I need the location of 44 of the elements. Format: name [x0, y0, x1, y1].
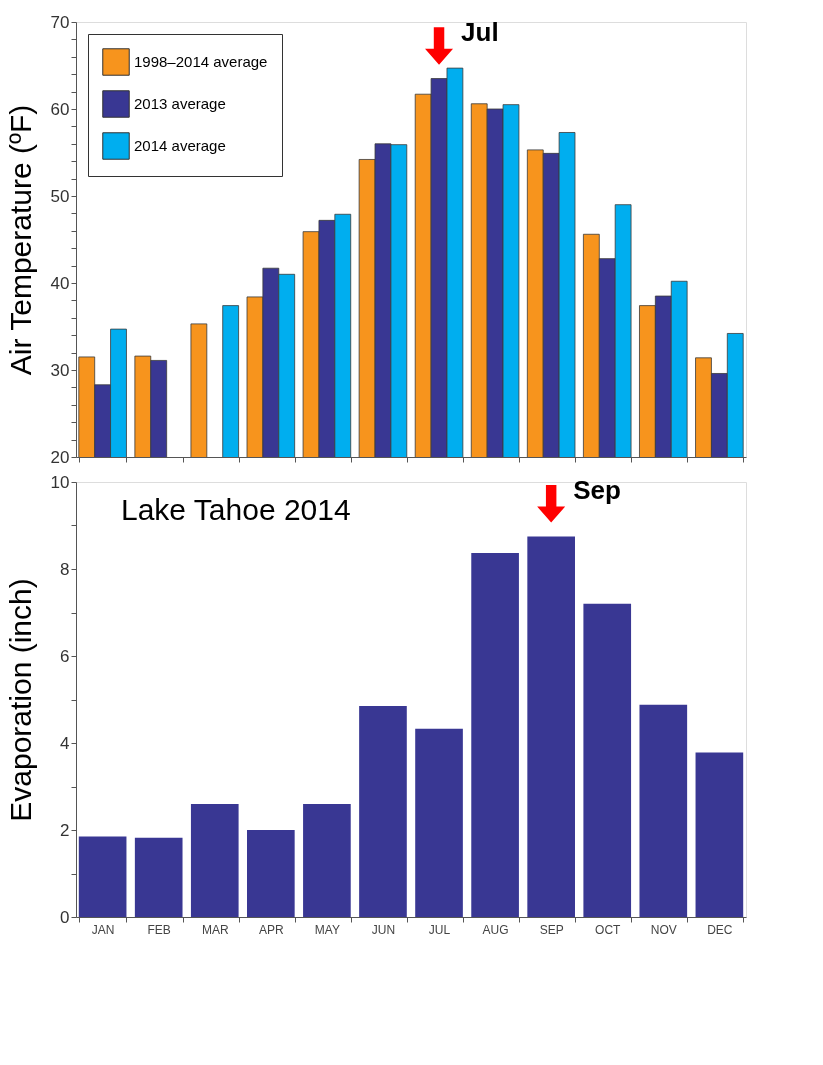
- bar: [695, 752, 744, 917]
- y-tick-label: 30: [50, 360, 70, 380]
- y-tick-label: 4: [60, 733, 70, 753]
- bar: [639, 704, 688, 917]
- bar: [527, 536, 575, 917]
- bar: [247, 830, 295, 917]
- y-tick-label: 0: [60, 907, 70, 927]
- legend-label: 2013 average: [134, 95, 226, 112]
- x-tick-label: FEB: [147, 922, 171, 937]
- y-tick-label: 10: [50, 472, 70, 492]
- x-tick-label: APR: [258, 922, 284, 937]
- y-tick-label: 70: [50, 12, 70, 32]
- legend-label: 2014 average: [134, 137, 226, 154]
- x-tick-label: OCT: [595, 922, 622, 937]
- y-tick-label: 20: [50, 447, 70, 467]
- y-axis-title: Evaporation (inch): [3, 578, 37, 822]
- x-tick-label: JUL: [428, 922, 451, 937]
- y-tick-label: 2: [60, 820, 70, 840]
- y-tick-label: 50: [50, 186, 70, 206]
- x-tick-label: SEP: [539, 922, 564, 937]
- y-axis-title: Air Temperature (ºF): [3, 104, 37, 376]
- x-tick-label: AUG: [482, 922, 509, 937]
- annotation: Sep: [573, 474, 621, 505]
- y-tick-label: 6: [60, 646, 70, 666]
- x-tick-label: MAY: [314, 922, 340, 937]
- x-tick-label: NOV: [650, 922, 677, 937]
- bar: [190, 803, 239, 917]
- bar: [303, 803, 351, 917]
- bar: [583, 603, 632, 917]
- x-tick-label: JUN: [371, 922, 396, 937]
- y-tick-label: 60: [50, 99, 70, 119]
- y-tick-label: 40: [50, 273, 70, 293]
- bar: [359, 706, 407, 917]
- x-tick-label: MAR: [201, 922, 229, 937]
- bar: [471, 552, 519, 917]
- x-tick-label: JAN: [91, 922, 115, 937]
- y-tick-label: 8: [60, 559, 70, 579]
- legend-label: 1998–2014 average: [134, 53, 268, 70]
- annotation: Lake Tahoe 2014: [121, 493, 351, 526]
- bar: [78, 836, 127, 917]
- bar: [134, 837, 183, 917]
- bar: [415, 728, 463, 917]
- annotation: Jul: [461, 16, 499, 47]
- x-tick-label: DEC: [707, 922, 733, 937]
